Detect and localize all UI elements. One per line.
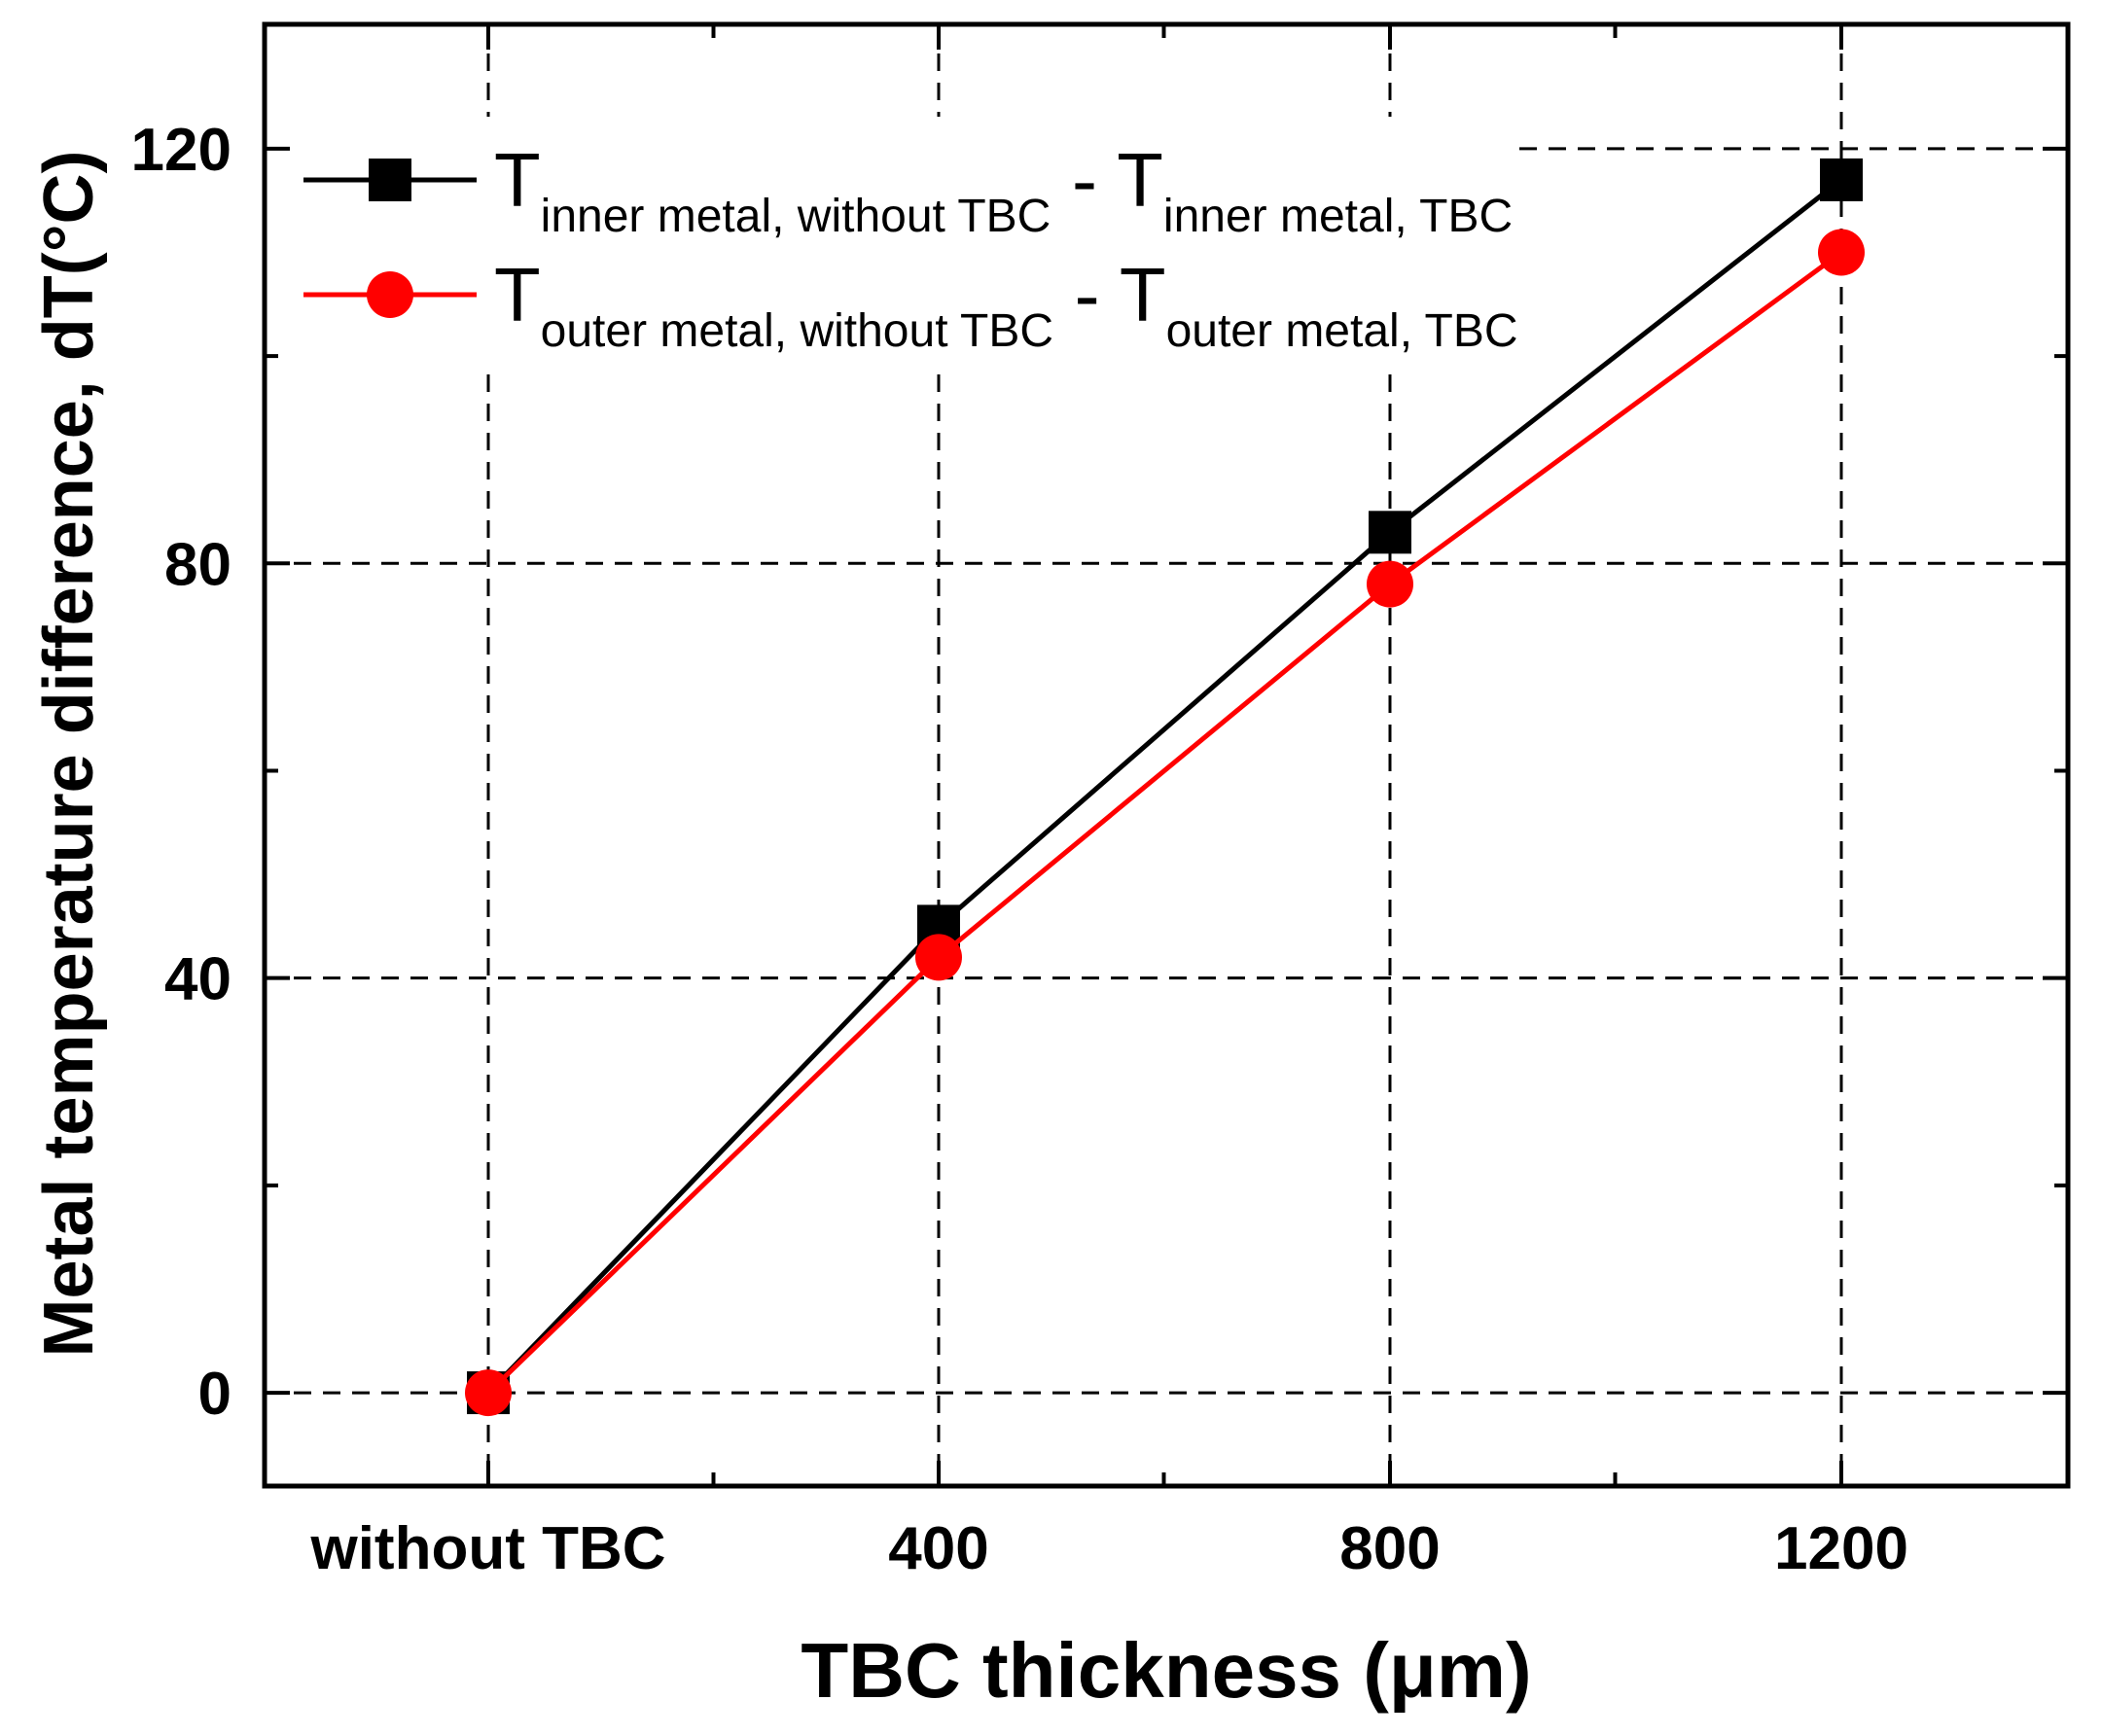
- legend-label-inner: Tinner metal, without TBC - Tinner metal…: [494, 137, 1513, 242]
- plot-frame: [262, 21, 2071, 1489]
- x-tick-labels: without TBC 400 800 1200: [309, 1515, 1907, 1582]
- y-tick-label: 80: [164, 531, 232, 598]
- y-tick-label: 40: [164, 946, 232, 1013]
- data-point-circle: [465, 1369, 512, 1417]
- axes: [262, 21, 2071, 1489]
- series-line-1: [486, 177, 1843, 1395]
- x-tick-label: without TBC: [309, 1515, 665, 1582]
- legend-entry-inner: Tinner metal, without TBC - Tinner metal…: [303, 137, 1513, 242]
- x-axis-title: TBC thickness (μm): [801, 1627, 1531, 1714]
- data-point-circle: [1367, 560, 1413, 608]
- legend-backdrop: [292, 117, 1517, 370]
- legend-label-outer: Touter metal, without TBC - Touter metal…: [494, 252, 1518, 357]
- legend: Tinner metal, without TBC - Tinner metal…: [303, 137, 1518, 357]
- y-tick-label: 0: [198, 1361, 232, 1428]
- grid-lines: [265, 24, 2068, 1486]
- x-tick-label: 800: [1339, 1515, 1440, 1582]
- series-layer: [465, 158, 1865, 1417]
- y-tick-label: 120: [131, 117, 232, 184]
- series-line-2: [486, 250, 1843, 1395]
- legend-marker-square: [369, 159, 411, 201]
- data-point-square: [1820, 158, 1863, 201]
- y-tick-labels: 0 40 80 120: [131, 117, 232, 1428]
- y-axis-title: Metal temperature difference, dT(°C): [30, 150, 108, 1357]
- legend-entry-outer: Touter metal, without TBC - Touter metal…: [303, 252, 1518, 357]
- data-point-circle: [1818, 229, 1865, 276]
- x-tick-label: 1200: [1774, 1515, 1908, 1582]
- data-point-circle: [915, 934, 962, 981]
- legend-marker-circle: [367, 271, 413, 318]
- data-point-square: [1369, 511, 1411, 554]
- x-tick-label: 400: [888, 1515, 988, 1582]
